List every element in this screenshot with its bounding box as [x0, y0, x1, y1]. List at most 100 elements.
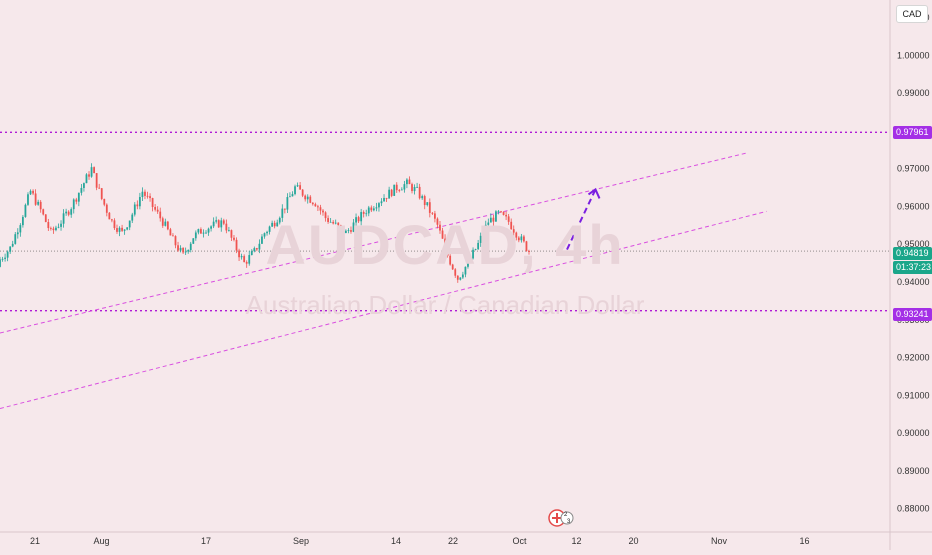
candle-body [322, 210, 324, 213]
candle-body [255, 248, 258, 250]
candle-body [495, 211, 497, 222]
candle-body [487, 222, 490, 225]
candle-body [72, 199, 75, 210]
candle-body [276, 222, 279, 227]
candle-body [339, 225, 342, 227]
candle-body [141, 191, 144, 198]
candle-body [299, 185, 302, 190]
candle-body [215, 220, 218, 222]
candle-body [16, 232, 19, 235]
candle-body [378, 203, 380, 208]
channel-line-upper [0, 152, 748, 334]
candle-body [406, 179, 408, 185]
price-tick-label: 0.92000 [897, 353, 930, 363]
candle-body [289, 196, 291, 198]
candle-body [235, 239, 238, 251]
candle-body [225, 223, 228, 231]
candle-body [243, 256, 246, 263]
candle-body [283, 208, 286, 210]
price-tick-label: 0.97000 [897, 164, 930, 174]
candle-body [169, 229, 172, 236]
candle-body [98, 187, 101, 189]
candle-body [464, 266, 467, 275]
candle-body [408, 179, 411, 185]
projection-arrow-line [566, 189, 597, 250]
candle-body [85, 174, 88, 184]
candle-body [42, 209, 45, 215]
candle-body [296, 185, 299, 187]
candle-body [146, 195, 149, 197]
candle-body [177, 245, 179, 251]
candle-body [9, 246, 12, 252]
time-tick-label: Nov [711, 536, 728, 546]
candle-body [512, 229, 515, 233]
candle-body [492, 217, 495, 222]
resistance-price-tag: 0.97961 [893, 126, 932, 139]
candle-body [123, 229, 126, 231]
candle-body [352, 222, 355, 232]
price-tick-label: 0.99000 [897, 88, 930, 98]
candle-body [428, 202, 431, 213]
candle-body [510, 221, 513, 230]
candle-body [93, 167, 96, 174]
candle-body [189, 243, 192, 251]
candle-body [497, 211, 500, 213]
time-tick-label: 22 [448, 536, 458, 546]
candle-body [39, 201, 42, 210]
price-tick-label: 0.90000 [897, 428, 930, 438]
candle-body [375, 207, 378, 209]
price-tick-label: 0.95000 [897, 239, 930, 249]
candle-body [479, 235, 482, 243]
candle-body [212, 221, 215, 227]
candle-body [266, 231, 268, 234]
candle-body [309, 196, 312, 203]
candle-body [268, 226, 271, 232]
currency-label[interactable]: CAD [896, 5, 928, 23]
last-price-tag: 0.94819 [893, 247, 932, 260]
candle-body [342, 226, 345, 234]
candle-body [515, 232, 518, 238]
candle-body [133, 204, 136, 215]
candle-body [502, 211, 505, 215]
candle-body [357, 217, 360, 222]
candle-body [67, 211, 70, 215]
candle-body [360, 212, 363, 222]
candle-body [431, 212, 434, 214]
candle-body [258, 243, 261, 250]
candle-body [172, 235, 174, 237]
price-tick-label: 1.00000 [897, 50, 930, 60]
candle-body [278, 217, 281, 223]
candle-body [24, 204, 27, 217]
economic-event-badge[interactable]: 2 3 [547, 508, 579, 528]
candle-body [482, 234, 485, 236]
candle-body [350, 230, 352, 232]
time-tick-label: 21 [30, 536, 40, 546]
candle-body [222, 220, 225, 224]
candle-body [489, 217, 492, 223]
candle-body [164, 221, 167, 226]
candle-body [207, 228, 210, 233]
candle-body [126, 227, 129, 230]
candle-body [37, 201, 40, 205]
candle-body [151, 198, 154, 208]
candle-body [525, 241, 528, 251]
candle-body [418, 186, 421, 199]
candle-body [227, 230, 230, 231]
candle-body [55, 227, 57, 231]
candle-body [90, 167, 93, 177]
candle-body [451, 264, 454, 270]
candle-body [0, 259, 1, 267]
candle-body [182, 247, 185, 253]
candle-body [166, 221, 169, 230]
candle-body [187, 250, 190, 252]
bar-countdown-tag: 01:37:23 [893, 261, 932, 274]
candle-body [421, 196, 424, 199]
candle-body [383, 197, 385, 202]
candle-body [467, 259, 469, 267]
candle-body [174, 236, 177, 246]
candle-body [47, 222, 50, 229]
candle-body [111, 219, 113, 221]
candle-body [253, 248, 256, 252]
